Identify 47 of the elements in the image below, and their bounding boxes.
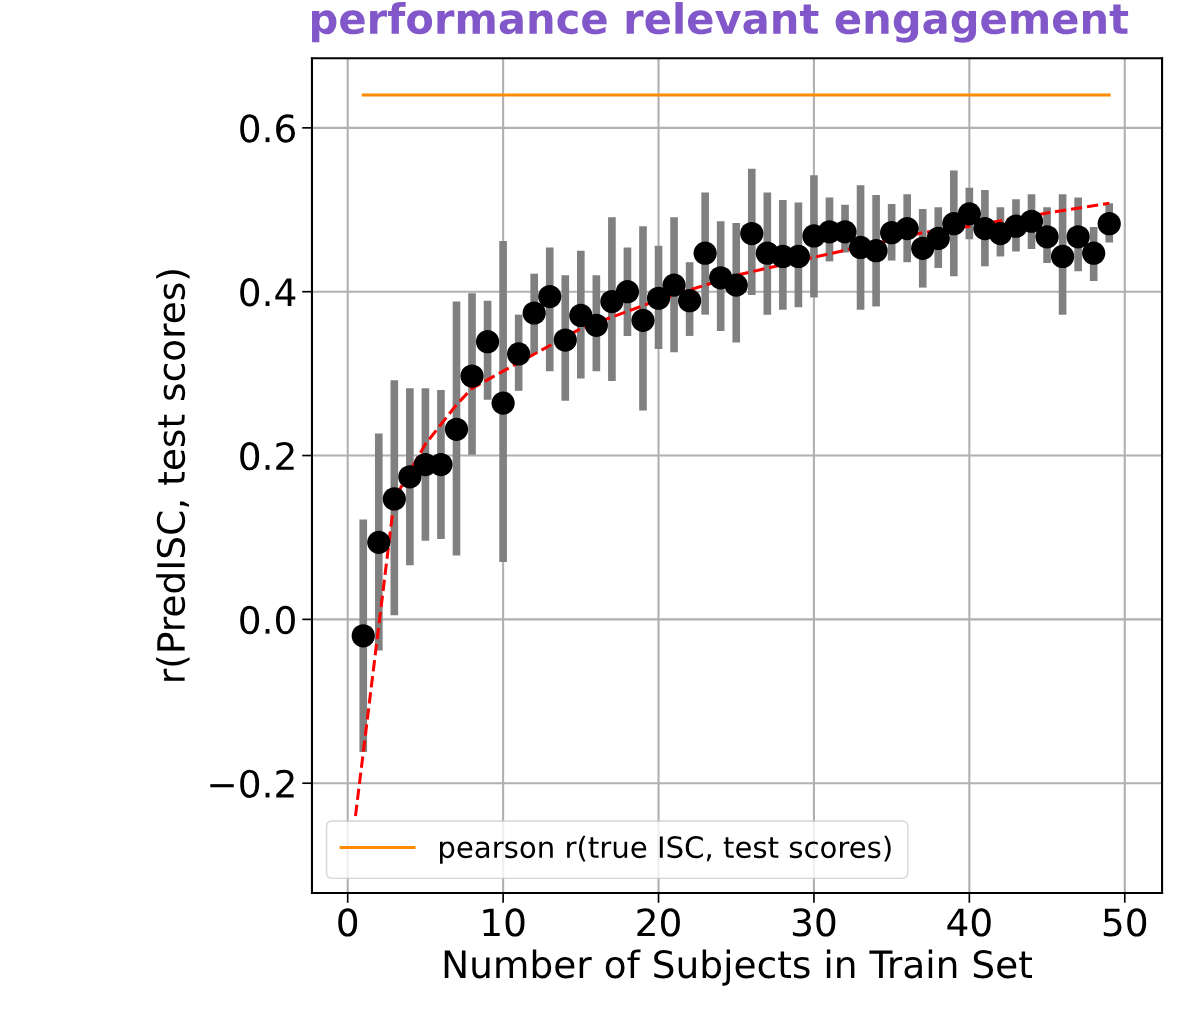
- point: [646, 286, 671, 310]
- chart-title: performance relevant engagement: [312, 2, 1129, 43]
- point: [740, 221, 764, 246]
- point: [444, 417, 469, 441]
- point: [724, 273, 748, 297]
- point: [662, 273, 686, 297]
- point: [351, 624, 375, 648]
- point: [677, 289, 702, 313]
- point: [615, 280, 640, 304]
- x-tick-label: 40: [947, 908, 991, 937]
- point: [1097, 212, 1121, 236]
- point: [957, 202, 981, 226]
- point: [1082, 241, 1106, 265]
- line-series: [353, 201, 1111, 818]
- point: [367, 530, 391, 554]
- point: [864, 239, 888, 263]
- x-tick-label: 20: [637, 908, 680, 937]
- x-axis-title: Number of Subjects in Train Set: [444, 949, 1033, 986]
- point: [491, 391, 515, 415]
- point: [1019, 209, 1044, 233]
- point: [1050, 244, 1075, 269]
- y-axis-title: r(PredISC, test scores): [156, 270, 190, 681]
- y-tick-label: 0.6: [240, 114, 296, 143]
- point: [538, 284, 562, 309]
- point: [507, 342, 531, 366]
- point: [1035, 225, 1059, 249]
- y-tick-label: −0.2: [210, 769, 294, 798]
- x-tick-label: 50: [1103, 908, 1147, 937]
- point: [382, 487, 406, 511]
- point: [460, 364, 484, 388]
- y-tick-label: 0.4: [240, 278, 296, 307]
- y-tick-label: 0.2: [240, 441, 294, 471]
- point: [895, 217, 919, 241]
- y-tick-label: 0.0: [240, 605, 295, 635]
- point: [631, 308, 655, 332]
- point: [1066, 225, 1090, 249]
- point: [553, 328, 577, 352]
- x-tick-label: 10: [483, 908, 525, 937]
- legend-label: pearson r(true ISC, test scores): [440, 835, 891, 864]
- point: [522, 301, 546, 325]
- x-tick-label: 30: [792, 908, 836, 937]
- point: [475, 330, 500, 354]
- point: [584, 313, 608, 337]
- point: [926, 226, 950, 251]
- point: [398, 465, 422, 489]
- x-tick-label: 0: [338, 908, 358, 937]
- point: [693, 241, 717, 265]
